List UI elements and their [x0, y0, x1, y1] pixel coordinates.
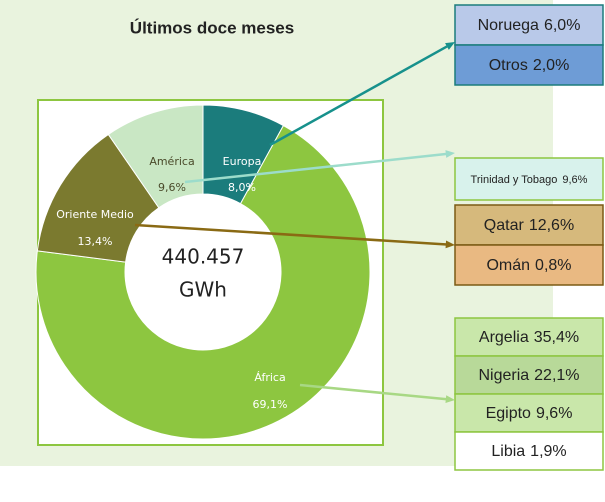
arrow-line	[299, 383, 448, 401]
slice-label: Europa	[223, 155, 262, 168]
breakdown-label: Trinidad y Tobago 9,6%	[471, 174, 588, 186]
donut-slice	[107, 104, 204, 209]
breakdown-name: Trinidad y Tobago	[471, 174, 558, 186]
slice-value-label: 13,4%	[78, 235, 113, 248]
breakdown-value: 35,4%	[534, 329, 579, 346]
breakdown-value: 6,0%	[544, 17, 580, 34]
slice-value-label: 8,0%	[228, 181, 256, 194]
breakdown-name: Egipto	[486, 405, 531, 422]
arrow-head	[445, 150, 455, 158]
breakdown-label: Nigeria 22,1%	[478, 367, 579, 384]
slice-label: Oriente Medio	[56, 208, 134, 221]
breakdown-name: Qatar	[484, 217, 525, 234]
breakdown-name: Libia	[491, 443, 525, 460]
breakdown-box	[454, 157, 604, 201]
breakdown-label: Egipto 9,6%	[486, 405, 573, 422]
breakdown-value: 12,6%	[529, 217, 574, 234]
arrow-line	[184, 152, 448, 184]
chart-title: Últimos doce meses	[130, 18, 294, 37]
breakdown-box	[454, 4, 604, 46]
breakdown-box	[454, 393, 604, 433]
breakdown-label: Argelia 35,4%	[479, 329, 579, 346]
breakdown-box	[454, 204, 604, 246]
breakdown-value: 9,6%	[536, 405, 572, 422]
donut-slice	[35, 124, 371, 440]
breakdown-label: Omán 0,8%	[486, 257, 571, 274]
arrow-head	[445, 240, 455, 249]
breakdown-value: 1,9%	[530, 443, 566, 460]
breakdown-value: 2,0%	[533, 57, 569, 74]
slice-value-label: 9,6%	[158, 181, 186, 194]
arrow-head	[445, 395, 455, 403]
breakdown-label: Qatar 12,6%	[484, 217, 574, 234]
breakdown-name: Otros	[489, 57, 528, 74]
arrow-line	[134, 223, 448, 246]
breakdown-box	[454, 44, 604, 86]
breakdown-box	[454, 431, 604, 471]
breakdown-box	[454, 244, 604, 286]
breakdown-name: Nigeria	[478, 367, 529, 384]
center-value: 440.457	[162, 245, 245, 269]
slice-value-label: 69,1%	[253, 398, 288, 411]
breakdown-label: Libia 1,9%	[491, 443, 566, 460]
breakdown-name: Omán	[486, 257, 530, 274]
slice-label: África	[254, 371, 285, 384]
slice-label: América	[149, 155, 194, 168]
breakdown-value: 22,1%	[534, 367, 579, 384]
breakdown-label: Otros 2,0%	[489, 57, 570, 74]
arrow-head	[445, 42, 455, 50]
center-unit: GWh	[179, 278, 227, 302]
breakdown-value: 0,8%	[535, 257, 571, 274]
arrow-line	[269, 45, 448, 147]
breakdown-label: Noruega 6,0%	[478, 17, 581, 34]
breakdown-value: 9,6%	[562, 174, 587, 186]
donut-slice	[36, 133, 160, 263]
breakdown-box	[454, 317, 604, 357]
breakdown-name: Noruega	[478, 17, 539, 34]
breakdown-name: Argelia	[479, 329, 529, 346]
